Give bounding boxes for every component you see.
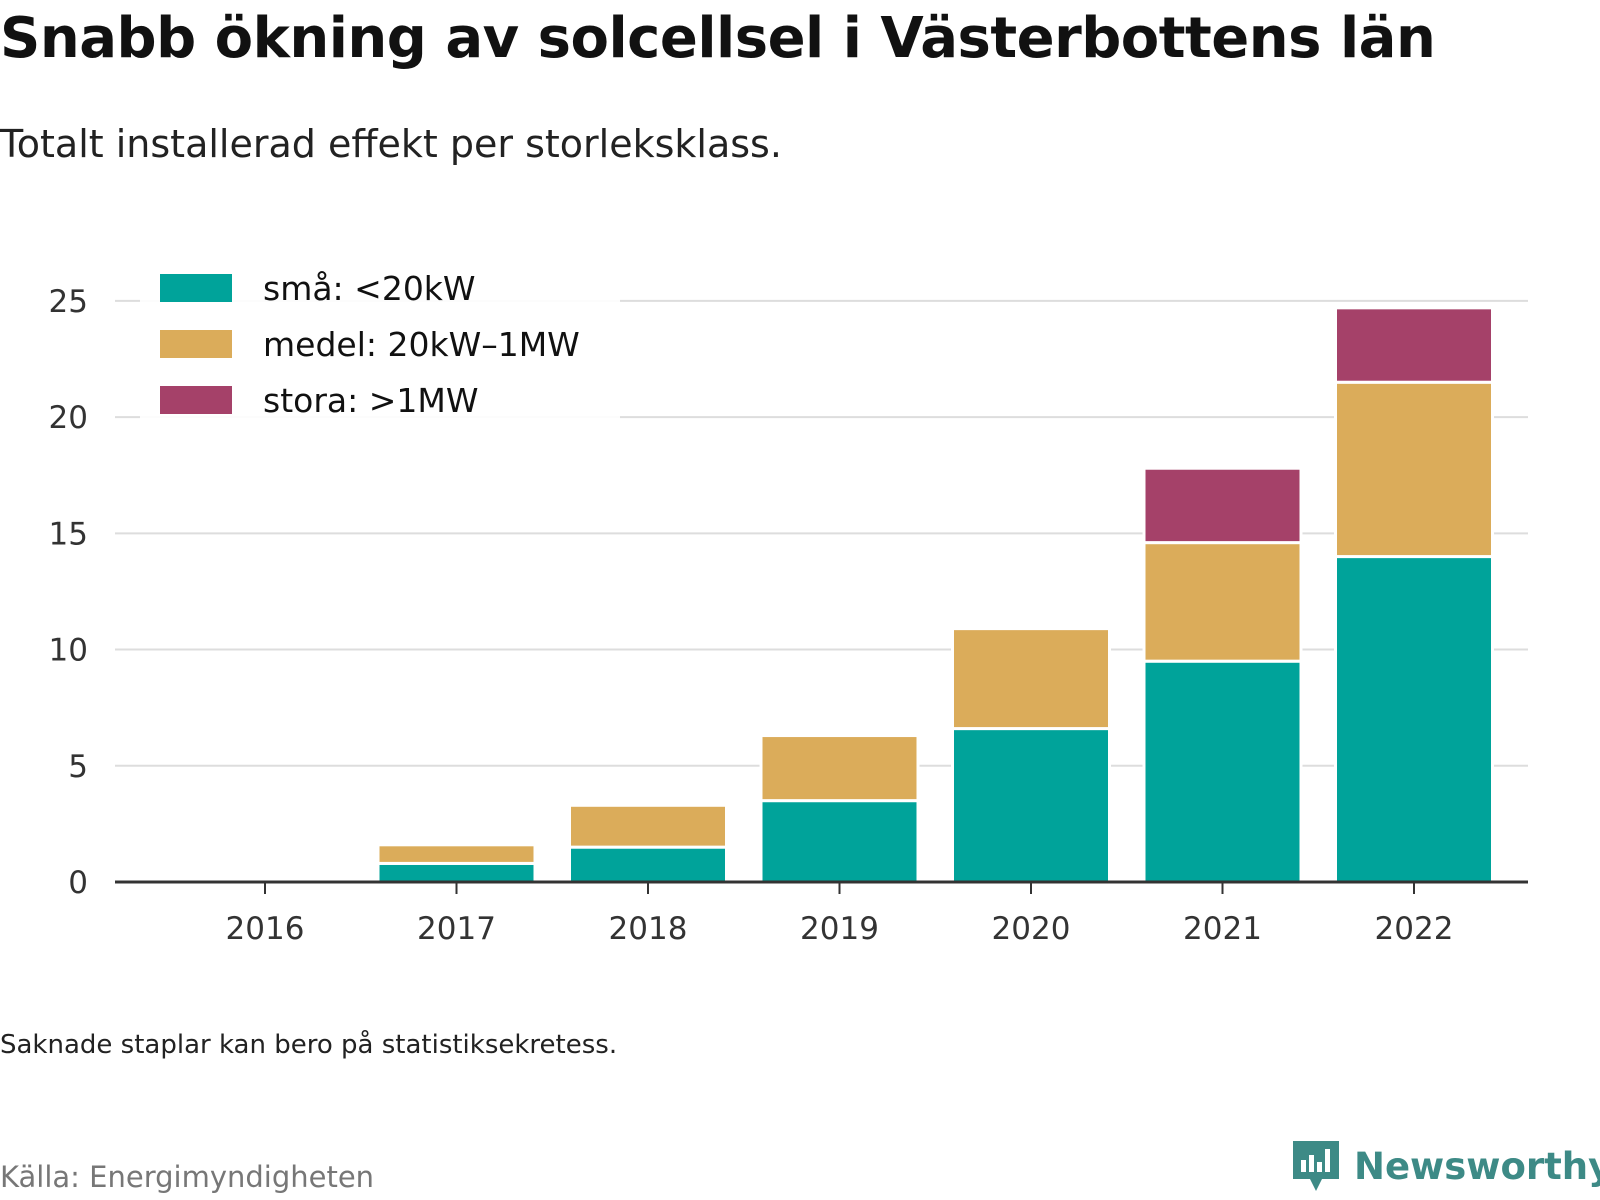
y-axis-ticks: 0 5 10 15 20 25 (49, 284, 88, 901)
chart-subtitle: Totalt installerad effekt per storlekskl… (0, 122, 782, 166)
x-tick-label: 2020 (992, 911, 1071, 947)
x-tick-label: 2021 (1183, 911, 1262, 947)
bar-segment-2017-1 (376, 861, 537, 884)
y-tick-label: 15 (49, 516, 88, 552)
chart-title: Snabb ökning av solcellsel i Västerbotte… (0, 6, 1436, 71)
bar-segment-2020-1 (951, 727, 1111, 884)
footnote: Saknade staplar kan bero på statistiksek… (0, 1030, 618, 1060)
bar-segment-2021-1 (1142, 659, 1303, 884)
legend-label: små: <20kW (263, 269, 476, 308)
bar-segment-2022-2 (1334, 380, 1494, 559)
newsworthy-logo-icon (1293, 1141, 1339, 1191)
y-tick-label: 25 (49, 284, 88, 320)
y-tick-label: 0 (68, 865, 88, 901)
bars (376, 306, 1494, 884)
bar-segment-2017-2 (376, 843, 537, 865)
bar-segment-2018-1 (568, 845, 728, 884)
x-tick-label: 2019 (800, 911, 879, 947)
bar-segment-2020-2 (951, 627, 1111, 731)
y-tick-label: 5 (68, 749, 88, 785)
bar-segment-2019-1 (759, 799, 920, 884)
brand-name: Newsworthy (1354, 1144, 1600, 1188)
source-credit: Källa: Energimyndigheten (0, 1160, 375, 1194)
legend-label: stora: >1MW (263, 381, 478, 420)
bar-segment-2022-1 (1334, 555, 1494, 884)
bar-segment-2019-2 (759, 734, 920, 803)
legend-swatch (160, 330, 232, 358)
x-tick-label: 2017 (417, 911, 496, 947)
legend-swatch (160, 274, 232, 302)
bar-segment-2018-2 (568, 803, 728, 849)
bar-segment-2022-3 (1334, 306, 1494, 384)
y-tick-label: 20 (49, 400, 88, 436)
bar-segment-2021-3 (1142, 466, 1303, 545)
legend-label: medel: 20kW–1MW (263, 325, 580, 364)
x-tick-label: 2016 (226, 911, 305, 947)
x-tick-label: 2022 (1375, 911, 1454, 947)
x-tick-label: 2018 (609, 911, 688, 947)
y-tick-label: 10 (49, 633, 88, 669)
bar-segment-2021-2 (1142, 541, 1303, 663)
legend-swatch (160, 386, 232, 414)
x-axis-ticks: 2016 2017 2018 2019 2020 2021 2022 (226, 882, 1454, 947)
brand-logo: Newsworthy (1290, 1138, 1600, 1194)
legend: små: <20kW medel: 20kW–1MW stora: >1MW (140, 260, 620, 430)
